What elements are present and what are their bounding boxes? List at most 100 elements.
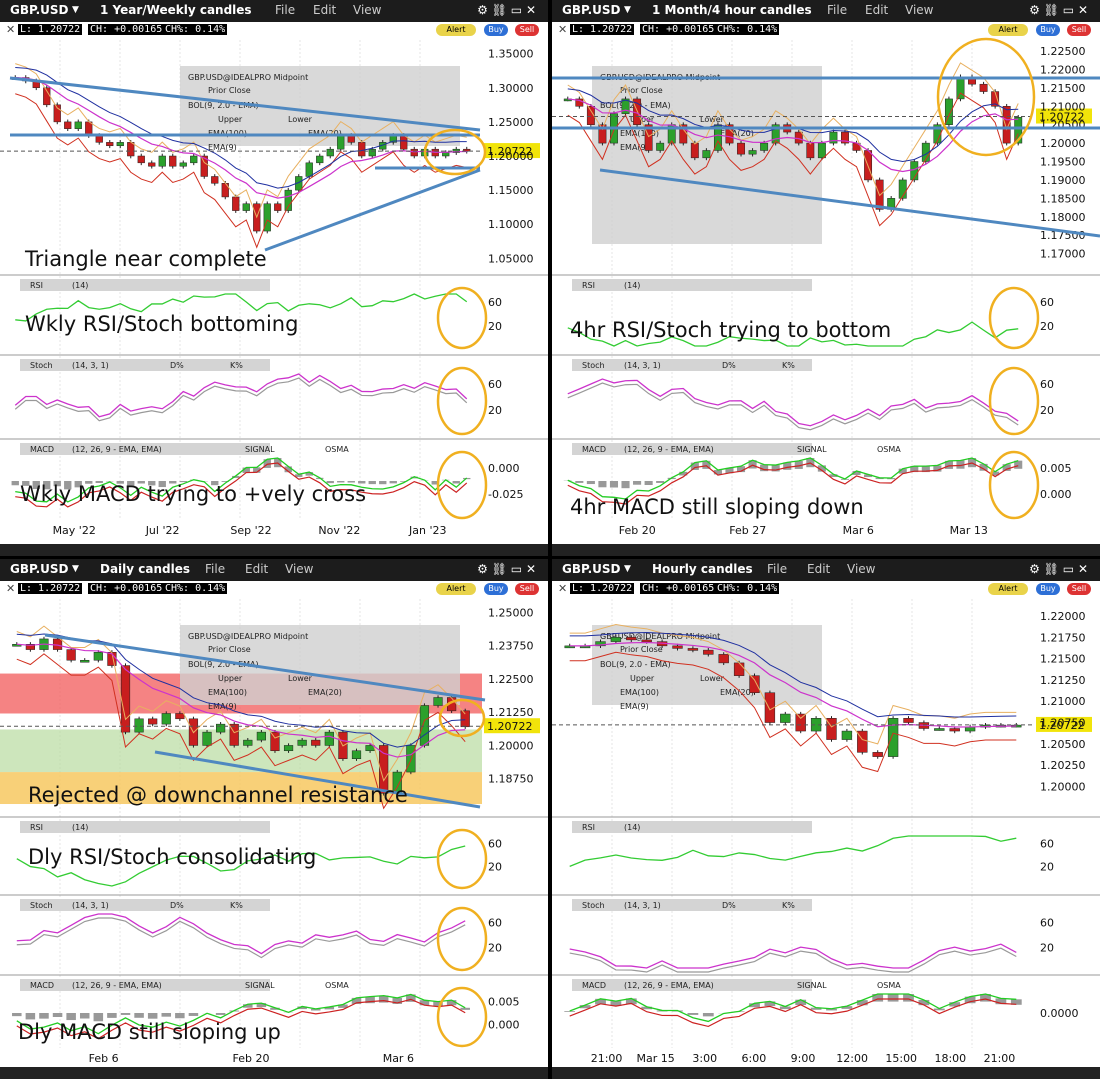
candle [169, 153, 177, 169]
menu-edit[interactable]: Edit [245, 562, 269, 576]
osma-bar [351, 997, 362, 1004]
quote-last: L: 1.20722 [18, 24, 83, 35]
time-scrollbar[interactable] [0, 1067, 548, 1079]
sell-button[interactable]: Sell [1067, 24, 1091, 36]
osma-bar [406, 994, 416, 1002]
osma-bar [326, 481, 334, 484]
menu-view[interactable]: View [847, 562, 876, 576]
x-axis-tick: 21:00 [591, 1052, 623, 1065]
symbol-label[interactable]: GBP.USD [562, 562, 621, 576]
last-price-marker [1036, 108, 1092, 124]
candle [137, 153, 145, 166]
symbol-dropdown-caret-icon[interactable]: ▼ [624, 564, 631, 574]
osma-bar [431, 481, 439, 485]
menu-view[interactable]: View [353, 3, 382, 17]
time-scrollbar[interactable] [552, 1067, 1100, 1079]
osma-bar [452, 481, 460, 484]
alert-button[interactable]: Alert [436, 583, 476, 595]
osma-bar [725, 467, 734, 474]
menu-file[interactable]: File [275, 3, 296, 17]
time-scrollbar[interactable] [0, 544, 548, 556]
window-controls[interactable]: ⚙ ⛓ ▭ ✕ [477, 3, 536, 17]
macd-params: (12, 26, 9 - EMA, EMA) [72, 445, 162, 454]
menu-file[interactable]: File [827, 3, 848, 17]
close-x-icon[interactable]: ✕ [6, 23, 16, 36]
candle [74, 119, 82, 132]
candle [232, 194, 240, 213]
osma-bar [656, 481, 665, 483]
last-price-label: 1.20722 [487, 145, 533, 158]
sell-button[interactable]: Sell [515, 24, 539, 36]
close-x-icon[interactable]: ✕ [6, 582, 16, 595]
osma-bar [679, 471, 688, 476]
sell-button[interactable]: Sell [1067, 583, 1091, 595]
menu-edit[interactable]: Edit [865, 3, 889, 17]
rsi-label: RSI [582, 281, 595, 290]
candle [968, 74, 976, 87]
buy-button[interactable]: Buy [1036, 24, 1060, 36]
osma-bar [368, 481, 376, 485]
symbol-label[interactable]: GBP.USD [10, 562, 69, 576]
timeframe-selector[interactable]: Hourly candles [652, 562, 753, 576]
highlight-circle [436, 906, 488, 972]
alert-button[interactable]: Alert [988, 583, 1028, 595]
symbol-dropdown-caret-icon[interactable]: ▼ [72, 5, 79, 15]
menu-edit[interactable]: Edit [313, 3, 337, 17]
menu-file[interactable]: File [767, 562, 788, 576]
stoch-label: Stoch [582, 361, 605, 370]
candle [737, 140, 745, 157]
quote-strip: ✕ L: 1.20722 CH: +0.00165 CH%: 0.14% [552, 22, 1100, 40]
quote-change: CH: +0.00165 [640, 24, 717, 35]
quote-strip: ✕ L: 1.20722 CH: +0.00165 CH%: 0.14% [552, 581, 1100, 599]
close-x-icon[interactable]: ✕ [558, 23, 568, 36]
window-controls[interactable]: ⚙ ⛓ ▭ ✕ [477, 562, 536, 576]
menu-view[interactable]: View [905, 3, 934, 17]
osma-bar [933, 1008, 945, 1011]
menu-edit[interactable]: Edit [807, 562, 831, 576]
close-x-icon[interactable]: ✕ [558, 582, 568, 595]
symbol-dropdown-caret-icon[interactable]: ▼ [72, 564, 79, 574]
legend-upper: Upper [218, 115, 243, 124]
buy-button[interactable]: Buy [1036, 583, 1060, 595]
trendline [264, 168, 481, 252]
alert-button[interactable]: Alert [436, 24, 476, 36]
osma-bar [419, 1000, 430, 1006]
menu-file[interactable]: File [205, 562, 226, 576]
macd-signal-line [16, 998, 466, 1040]
legend-ema9: EMA(9) [620, 143, 649, 152]
buy-button[interactable]: Buy [484, 24, 508, 36]
time-scrollbar[interactable] [552, 544, 1100, 556]
osma-bar [690, 462, 699, 470]
osma-bar [116, 481, 124, 484]
legend-prior-close: Prior Close [620, 645, 663, 654]
timeframe-selector[interactable]: 1 Month/4 hour candles [652, 3, 812, 17]
sell-button[interactable]: Sell [515, 583, 539, 595]
osma-bar [991, 471, 1000, 476]
osma-bar [595, 998, 606, 1005]
candle [158, 153, 166, 169]
timeframe-selector[interactable]: 1 Year/Weekly candles [100, 3, 252, 17]
rsi-params: (14) [624, 281, 640, 290]
osma-bar [52, 1013, 63, 1017]
osma-bar [79, 1013, 90, 1019]
alert-button[interactable]: Alert [988, 24, 1028, 36]
bollinger-lower [569, 651, 1017, 773]
stoch-d-label: D% [722, 361, 736, 370]
timeframe-selector[interactable]: Daily candles [100, 562, 191, 576]
price-tick: 1.20000 [1040, 780, 1086, 793]
osma-bar [179, 481, 187, 483]
buy-button[interactable]: Buy [484, 583, 508, 595]
legend-upper: Upper [218, 674, 243, 683]
osma-bar [12, 1013, 22, 1017]
symbol-label[interactable]: GBP.USD [562, 3, 621, 17]
trendline [9, 76, 481, 132]
macd-signal-label: SIGNAL [797, 981, 827, 990]
menu-view[interactable]: View [285, 562, 314, 576]
stoch-d-label: D% [722, 901, 736, 910]
window-controls[interactable]: ⚙ ⛓ ▭ ✕ [1029, 3, 1088, 17]
annotation-text: 4hr RSI/Stoch trying to bottom [570, 318, 892, 342]
candle [256, 729, 266, 743]
symbol-label[interactable]: GBP.USD [10, 3, 69, 17]
window-controls[interactable]: ⚙ ⛓ ▭ ✕ [1029, 562, 1088, 576]
symbol-dropdown-caret-icon[interactable]: ▼ [624, 5, 631, 15]
